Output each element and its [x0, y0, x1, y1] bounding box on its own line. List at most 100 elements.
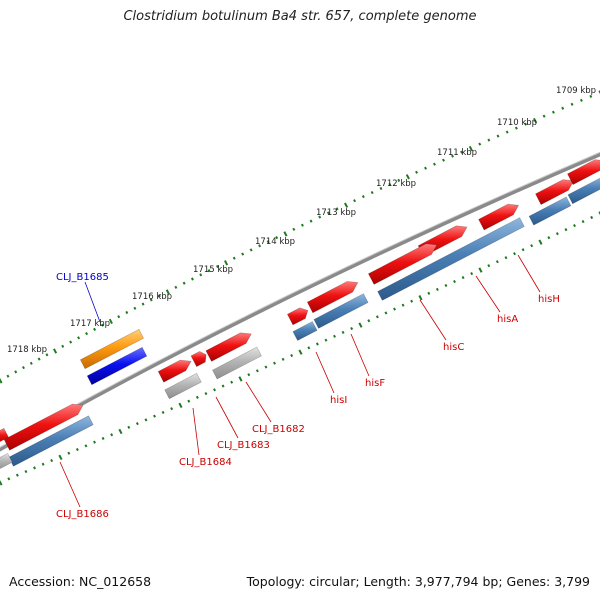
gene-label: CLJ_B1684: [179, 457, 232, 468]
inner-tick: [487, 264, 491, 268]
scale-tick: [353, 199, 357, 203]
inner-tick: [135, 422, 139, 426]
inner-tick: [538, 239, 543, 245]
scale-label: 1714 kbp: [255, 237, 295, 247]
inner-tick: [213, 388, 216, 392]
scale-tick: [344, 202, 349, 208]
scale-tick: [45, 353, 49, 357]
inner-tick: [547, 236, 551, 240]
gene-arrow-upper: [367, 243, 438, 285]
scale-tick: [589, 94, 593, 98]
inner-tick: [470, 272, 474, 276]
gene-block-lower: [567, 177, 600, 205]
gene-block-lower: [0, 452, 13, 470]
inner-tick: [555, 232, 559, 236]
gene-label-leader: [192, 407, 200, 456]
gene-arrow-upper: [286, 307, 309, 326]
scale-tick: [405, 174, 410, 180]
inner-tick: [204, 392, 208, 396]
scale-label: 1718 kbp: [7, 345, 47, 355]
gene-block-lower: [164, 372, 202, 400]
scale-tick: [232, 256, 236, 260]
scale-tick: [424, 166, 427, 170]
scale-tick: [570, 102, 574, 106]
gene-arrow-upper: [157, 359, 192, 383]
scale-tick: [451, 154, 454, 158]
scale-tick: [6, 374, 10, 378]
inner-tick: [15, 473, 19, 477]
scale-tick: [460, 150, 464, 154]
inner-tick: [144, 418, 148, 422]
scale-tick: [69, 340, 73, 344]
inner-tick: [101, 436, 105, 441]
scale-label: 1717 kbp: [70, 319, 110, 329]
gene-label-leader: [215, 396, 239, 439]
gene-label: hisH: [538, 294, 560, 305]
inner-tick: [153, 414, 156, 418]
inner-tick: [298, 349, 303, 355]
inner-tick: [461, 276, 465, 280]
scale-tick: [514, 126, 518, 130]
gene-label: hisI: [330, 395, 347, 406]
scale-tick: [496, 134, 500, 138]
inner-tick: [358, 322, 363, 328]
scale-label: 1710 kbp: [497, 118, 537, 128]
scale-tick: [199, 273, 203, 277]
inner-tick: [238, 376, 243, 382]
scale-tick: [249, 248, 253, 252]
scale-tick: [61, 344, 65, 348]
inner-tick: [221, 384, 225, 388]
scale-tick: [388, 182, 392, 186]
inner-tick: [435, 287, 439, 291]
scale-tick: [215, 264, 219, 269]
scale-tick: [22, 366, 25, 370]
gene-label-leader: [59, 461, 81, 508]
scale-tick: [524, 122, 528, 126]
scale-tick: [149, 298, 153, 302]
inner-tick: [93, 440, 96, 444]
inner-tick: [24, 469, 28, 474]
gene-arrow-upper: [567, 159, 600, 186]
scale-tick: [533, 117, 538, 124]
inner-tick: [453, 279, 456, 284]
scale-label: 1712 kbp: [376, 179, 416, 189]
gene-block-lower: [8, 415, 94, 467]
gene-label: hisC: [443, 342, 464, 353]
gene-label: CLJ_B1682: [252, 424, 305, 435]
inner-tick: [513, 252, 516, 256]
scale-tick: [37, 357, 41, 361]
inner-tick: [410, 299, 414, 303]
inner-tick: [350, 326, 354, 331]
gene-block-lower: [377, 217, 525, 301]
inner-tick: [273, 361, 276, 365]
inner-tick: [50, 458, 54, 463]
inner-tick: [75, 447, 79, 452]
scale-tick: [292, 227, 296, 231]
inner-tick: [161, 410, 165, 414]
inner-tick: [478, 267, 483, 273]
inner-tick: [401, 303, 405, 307]
scale-tick: [53, 348, 58, 354]
gene-label-leader: [419, 299, 447, 341]
scale-tick: [415, 170, 419, 174]
inner-tick: [67, 451, 71, 455]
gene-label: CLJ_B1683: [217, 440, 270, 451]
inner-tick: [427, 291, 431, 295]
gene-label-leader: [315, 351, 335, 394]
inner-tick: [315, 342, 319, 346]
gene-label: hisF: [365, 378, 385, 389]
inner-tick: [281, 357, 285, 361]
scale-tick: [309, 219, 313, 223]
scale-tick: [433, 162, 436, 166]
scale-tick: [93, 327, 97, 331]
scale-tick: [133, 306, 137, 310]
gene-block-darkblue: [86, 346, 148, 386]
inner-tick: [324, 338, 328, 342]
scale-tick: [108, 318, 113, 325]
scale-label: 1711 kbp: [437, 148, 477, 158]
inner-tick: [230, 380, 234, 384]
inner-tick: [367, 319, 371, 323]
accession-text: Accession: NC_012658: [9, 574, 152, 589]
